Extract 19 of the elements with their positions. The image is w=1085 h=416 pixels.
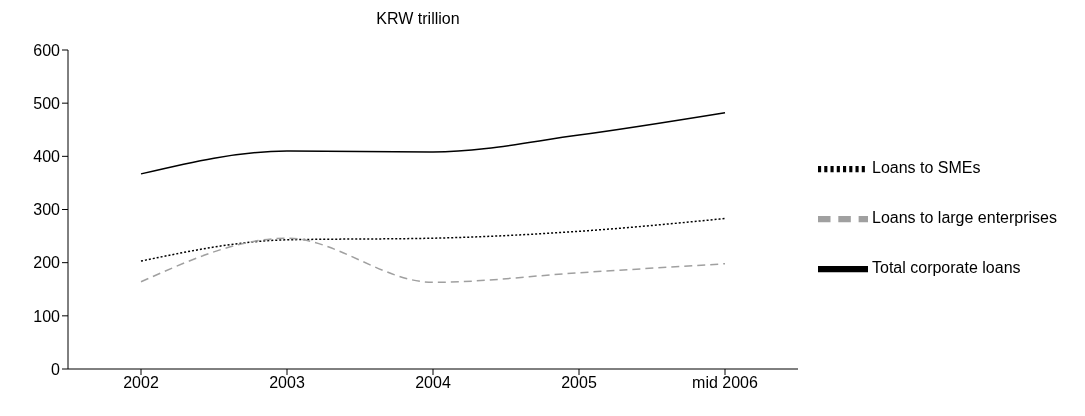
x-tick-label: 2002 [123,374,159,392]
x-tick-label: 2004 [415,374,451,392]
y-tick-label: 200 [33,254,61,272]
line-series [140,237,726,284]
y-tick-label: 400 [33,148,61,166]
line-series [140,111,726,175]
chart-title: KRW trillion [375,10,461,29]
y-tick-label: 0 [51,360,61,378]
legend-label: Loans to large enterprises [872,209,1057,227]
y-tick-label: 600 [33,41,61,59]
x-tick-label: mid 2006 [692,374,759,392]
legend-label: Loans to SMEs [872,159,981,177]
line-series [140,217,726,262]
x-tick-label: 2005 [561,374,597,392]
y-tick-label: 100 [33,307,61,325]
x-tick-label: 2003 [269,374,305,392]
y-tick-label: 500 [33,94,61,112]
y-tick-label: 300 [33,201,61,219]
legend-label: Total corporate loans [872,259,1021,277]
